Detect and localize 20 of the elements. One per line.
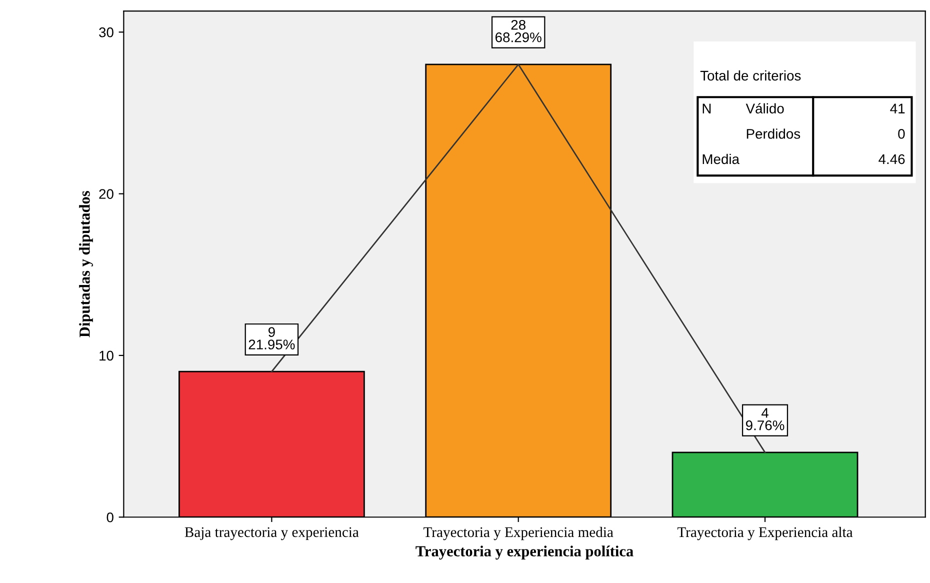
annotation: 0 xyxy=(898,128,905,139)
y-tick-label: 20 xyxy=(99,189,114,199)
y-tick-label: 30 xyxy=(99,27,114,38)
x-tick-label: Trayectoria y Experiencia alta xyxy=(677,526,853,540)
y-tick-label: 0 xyxy=(106,512,114,522)
data-label: 4 9.76% xyxy=(746,408,784,430)
y-axis-title: Diputadas y diputados xyxy=(79,191,93,338)
data-label: 28 68.29% xyxy=(496,20,542,42)
data-label: 9 21.95% xyxy=(248,327,295,350)
x-tick-label: Trayectoria y Experiencia media xyxy=(424,526,614,540)
annotation: 4.46 xyxy=(878,154,905,164)
annotation: 41 xyxy=(890,104,905,114)
annotation: Total de criterios xyxy=(700,70,801,81)
annotation: Válido xyxy=(746,103,784,114)
annotation: Media xyxy=(702,154,740,164)
annotation: N xyxy=(702,104,711,114)
annotation: Perdidos xyxy=(746,128,800,139)
x-tick-label: Baja trayectoria y experiencia xyxy=(184,527,359,540)
x-axis-title: Trayectoria y experiencia política xyxy=(416,546,634,560)
y-tick-label: 10 xyxy=(100,350,114,361)
